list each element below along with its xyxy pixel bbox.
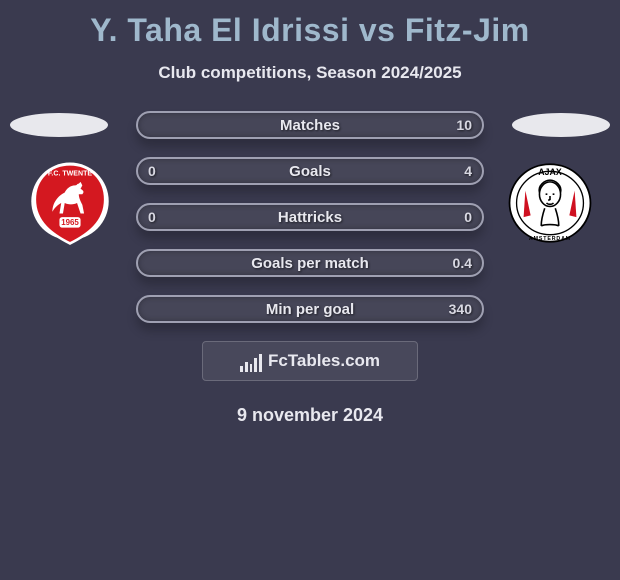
stat-row-hattricks: 0 Hattricks 0 <box>136 203 484 231</box>
stat-label: Hattricks <box>278 209 342 226</box>
stat-value-right: 340 <box>449 301 472 317</box>
stat-value-right: 0 <box>464 209 472 225</box>
svg-text:F.C. TWENTE: F.C. TWENTE <box>48 171 92 178</box>
stat-value-right: 0.4 <box>453 255 472 271</box>
player-silhouette-left <box>10 113 108 137</box>
date-label: 9 november 2024 <box>0 405 620 426</box>
svg-text:AJAX: AJAX <box>538 167 562 177</box>
comparison-panel: F.C. TWENTE 1965 AJAX AMSTERDAM <box>0 111 620 426</box>
player-silhouette-right <box>512 113 610 137</box>
stat-value-left: 0 <box>148 163 156 179</box>
stat-row-matches: Matches 10 <box>136 111 484 139</box>
stat-label: Goals per match <box>251 255 369 272</box>
ajax-crest-icon: AJAX AMSTERDAM <box>502 159 598 247</box>
page-title: Y. Taha El Idrissi vs Fitz-Jim <box>0 0 620 49</box>
svg-text:1965: 1965 <box>61 218 79 227</box>
svg-text:AMSTERDAM: AMSTERDAM <box>529 236 571 242</box>
twente-crest-icon: F.C. TWENTE 1965 <box>22 159 118 247</box>
stat-rows: Matches 10 0 Goals 4 0 Hattricks 0 Goals… <box>136 111 484 323</box>
club-badge-left: F.C. TWENTE 1965 <box>22 159 118 247</box>
stat-label: Matches <box>280 117 340 134</box>
watermark: FcTables.com <box>202 341 418 381</box>
stat-label: Min per goal <box>266 301 354 318</box>
stat-row-goals: 0 Goals 4 <box>136 157 484 185</box>
stat-label: Goals <box>289 163 331 180</box>
stat-value-right: 4 <box>464 163 472 179</box>
stat-value-left: 0 <box>148 209 156 225</box>
subtitle: Club competitions, Season 2024/2025 <box>0 63 620 83</box>
stat-row-goals-per-match: Goals per match 0.4 <box>136 249 484 277</box>
club-badge-right: AJAX AMSTERDAM <box>502 159 598 247</box>
watermark-text: FcTables.com <box>268 351 380 371</box>
bar-chart-icon <box>240 350 262 372</box>
stat-value-right: 10 <box>456 117 472 133</box>
stat-row-min-per-goal: Min per goal 340 <box>136 295 484 323</box>
